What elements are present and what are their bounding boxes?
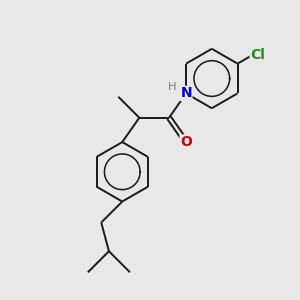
Text: N: N: [180, 86, 192, 100]
Text: O: O: [180, 135, 192, 149]
Text: H: H: [168, 82, 176, 92]
Text: Cl: Cl: [250, 49, 265, 62]
